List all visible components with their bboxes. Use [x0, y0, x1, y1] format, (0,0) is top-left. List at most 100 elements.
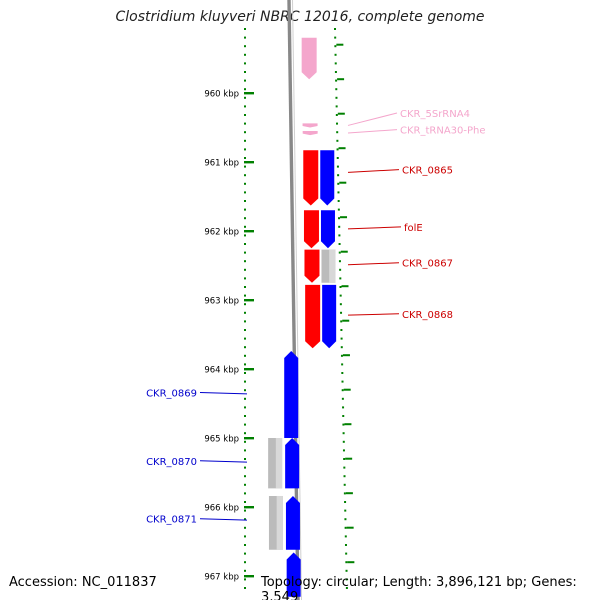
label-leader	[347, 129, 398, 134]
scale-dot	[244, 544, 246, 546]
gene-CKR_0871-blue[interactable]	[285, 495, 300, 550]
scale-dot	[244, 122, 246, 125]
scale-dot	[337, 191, 340, 194]
scale-dot	[244, 475, 246, 478]
gene-bottom-blue[interactable]	[286, 552, 301, 597]
scale-dot	[342, 406, 345, 409]
scale-dot	[244, 458, 246, 460]
gene-label[interactable]: CKR_0865	[402, 166, 453, 177]
scale-dot	[338, 260, 341, 263]
gene-rRNA-top[interactable]	[301, 37, 317, 80]
scale-dot	[244, 234, 246, 237]
gene-folE-red[interactable]	[303, 210, 319, 249]
scale-dot	[244, 131, 246, 134]
scale-dot	[244, 208, 246, 211]
scale-dot	[244, 88, 246, 91]
scale-dot	[244, 62, 246, 65]
scale-dot	[244, 337, 246, 340]
scale-dot	[244, 311, 246, 314]
minor-tick	[336, 43, 344, 46]
minor-tick	[345, 457, 353, 460]
gene-label[interactable]: CKR_0870	[146, 457, 197, 468]
gene-label[interactable]: CKR_0869	[146, 388, 197, 399]
gene-shade	[275, 438, 283, 489]
scale-dot	[344, 501, 347, 503]
scale-dot	[244, 389, 246, 392]
scale-dot	[338, 243, 341, 245]
scale-dot	[244, 432, 246, 435]
gene-CKR_0865-red[interactable]	[303, 150, 319, 206]
scale-dot	[244, 518, 246, 521]
scale-dot	[343, 475, 346, 478]
scale-dot	[340, 337, 343, 340]
label-leader	[199, 391, 248, 395]
scale-dot	[244, 380, 246, 383]
gene-CKR_0868-red[interactable]	[305, 284, 321, 349]
gene-CKR_5SrRNA4[interactable]	[302, 123, 318, 128]
tick-label: 960 kbp	[204, 90, 239, 100]
scale-dot	[338, 225, 341, 228]
gene-label[interactable]: CKR_0868	[402, 310, 453, 321]
scale-dot	[244, 36, 246, 39]
tick-label: 967 kbp	[204, 573, 239, 583]
scale-dot	[342, 423, 345, 426]
gene-CKR_0865-blue[interactable]	[320, 150, 335, 206]
scale-dot	[244, 492, 246, 495]
scale-dot	[339, 294, 342, 297]
gene-CKR_0868-blue[interactable]	[322, 284, 337, 349]
gene-label[interactable]: CKR_0871	[146, 515, 197, 526]
scale-dot	[345, 587, 348, 589]
scale-dot	[334, 45, 337, 48]
gene-folE-blue[interactable]	[320, 210, 335, 249]
scale-dot	[244, 535, 246, 538]
scale-dot	[334, 53, 337, 56]
scale-dot	[336, 131, 339, 134]
scale-dot	[244, 45, 246, 48]
scale-dot	[244, 96, 246, 99]
scale-dot	[344, 535, 347, 538]
scale-dot	[342, 415, 345, 417]
scale-dot	[340, 329, 343, 331]
scale-dot	[336, 122, 339, 125]
scale-dot	[340, 346, 343, 349]
label-leader	[347, 313, 400, 316]
scale-dot	[244, 587, 246, 589]
gene-CKR_tRNA30-Phe[interactable]	[302, 130, 318, 136]
major-tick	[244, 230, 254, 233]
scale-dot	[345, 569, 348, 572]
gene-CKR_0867-red[interactable]	[304, 249, 320, 283]
gene-label[interactable]: folE	[404, 223, 423, 234]
scale-dot	[244, 372, 246, 374]
tick-label: 964 kbp	[204, 366, 239, 376]
minor-tick	[337, 78, 345, 81]
scale-dot	[244, 157, 246, 159]
label-leader	[199, 460, 248, 463]
scale-dot	[244, 483, 246, 486]
scale-dot	[340, 354, 343, 357]
gene-label[interactable]: CKR_0867	[402, 259, 453, 270]
scale-dot	[345, 561, 348, 564]
scale-dot	[244, 578, 246, 581]
gene-CKR_0869-blue[interactable]	[284, 351, 299, 438]
scale-dot	[244, 415, 246, 417]
label-leader	[199, 518, 248, 521]
major-tick	[244, 506, 254, 509]
gene-label[interactable]: CKR_5SrRNA4	[400, 109, 470, 120]
scale-dot	[339, 277, 342, 280]
gene-label[interactable]: CKR_tRNA30-Phe	[400, 126, 486, 137]
scale-dot	[345, 578, 348, 581]
scale-dot	[337, 208, 340, 211]
scale-dot	[244, 406, 246, 409]
label-leader	[347, 262, 400, 266]
scale-dot	[334, 71, 337, 73]
scale-dot	[244, 165, 246, 168]
scale-dot	[244, 526, 246, 529]
gene-CKR_0870-blue[interactable]	[285, 438, 300, 489]
minor-tick	[346, 526, 354, 529]
scale-dot	[334, 62, 337, 65]
scale-dot	[341, 380, 344, 383]
scale-dot	[342, 440, 345, 443]
scale-dot	[244, 363, 246, 366]
scale-dot	[244, 148, 246, 151]
